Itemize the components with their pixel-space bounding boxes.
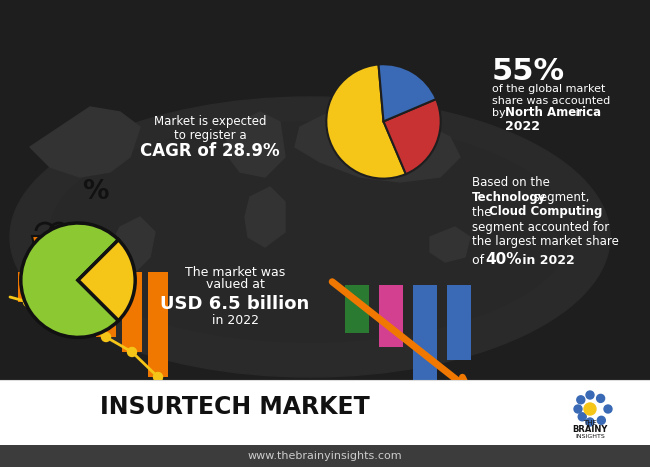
Text: Market is expected: Market is expected bbox=[154, 115, 266, 128]
Polygon shape bbox=[295, 107, 460, 182]
Text: INSURTECH MARKET: INSURTECH MARKET bbox=[100, 395, 370, 419]
Text: segment accounted for: segment accounted for bbox=[472, 220, 609, 234]
Ellipse shape bbox=[50, 122, 570, 342]
Polygon shape bbox=[430, 227, 470, 262]
Text: in 2022: in 2022 bbox=[518, 254, 575, 267]
FancyBboxPatch shape bbox=[0, 380, 650, 467]
Text: valued at: valued at bbox=[205, 278, 265, 291]
Circle shape bbox=[49, 310, 58, 318]
Circle shape bbox=[597, 416, 605, 425]
Text: of the global market: of the global market bbox=[492, 84, 605, 94]
Text: The market was: The market was bbox=[185, 266, 285, 278]
Text: BRAINY: BRAINY bbox=[572, 425, 608, 434]
FancyBboxPatch shape bbox=[447, 285, 471, 360]
Circle shape bbox=[577, 396, 585, 404]
Circle shape bbox=[597, 395, 604, 403]
Wedge shape bbox=[378, 64, 436, 121]
Wedge shape bbox=[384, 99, 441, 174]
Text: in 2022: in 2022 bbox=[211, 313, 259, 326]
Circle shape bbox=[574, 405, 582, 413]
FancyBboxPatch shape bbox=[70, 272, 90, 324]
Text: 2022: 2022 bbox=[505, 120, 540, 134]
Text: by: by bbox=[492, 108, 509, 118]
Circle shape bbox=[23, 297, 32, 306]
Circle shape bbox=[153, 373, 162, 382]
Polygon shape bbox=[110, 217, 155, 272]
FancyBboxPatch shape bbox=[379, 285, 403, 347]
Circle shape bbox=[584, 403, 596, 415]
FancyBboxPatch shape bbox=[148, 272, 168, 377]
Text: CAGR of 28.9%: CAGR of 28.9% bbox=[140, 142, 280, 160]
FancyBboxPatch shape bbox=[345, 285, 369, 333]
Text: Technology: Technology bbox=[472, 191, 547, 204]
Circle shape bbox=[578, 413, 586, 421]
Circle shape bbox=[586, 418, 594, 426]
FancyBboxPatch shape bbox=[44, 272, 64, 314]
Text: the largest market share: the largest market share bbox=[472, 235, 619, 248]
Polygon shape bbox=[245, 187, 285, 247]
Polygon shape bbox=[32, 236, 72, 255]
FancyBboxPatch shape bbox=[96, 272, 116, 337]
Wedge shape bbox=[326, 64, 406, 178]
Text: INSIGHTS: INSIGHTS bbox=[575, 434, 605, 439]
Text: the: the bbox=[472, 205, 495, 219]
FancyBboxPatch shape bbox=[413, 285, 437, 380]
Text: Cloud Computing: Cloud Computing bbox=[489, 205, 603, 219]
Text: Based on the: Based on the bbox=[472, 176, 550, 189]
Text: North America: North America bbox=[505, 106, 601, 120]
Text: share was accounted: share was accounted bbox=[492, 96, 610, 106]
Text: of: of bbox=[472, 254, 488, 267]
Text: USD 6.5 billion: USD 6.5 billion bbox=[161, 295, 309, 313]
Wedge shape bbox=[78, 240, 135, 321]
Text: 40%: 40% bbox=[485, 253, 521, 268]
FancyBboxPatch shape bbox=[122, 272, 142, 352]
Polygon shape bbox=[225, 112, 285, 177]
FancyBboxPatch shape bbox=[0, 445, 650, 467]
Text: to register a: to register a bbox=[174, 128, 246, 142]
Wedge shape bbox=[21, 223, 118, 337]
Circle shape bbox=[101, 333, 111, 341]
Circle shape bbox=[604, 405, 612, 413]
Text: THE: THE bbox=[583, 420, 597, 426]
Text: 55%: 55% bbox=[492, 57, 565, 86]
Ellipse shape bbox=[10, 97, 610, 377]
FancyBboxPatch shape bbox=[18, 272, 38, 302]
Polygon shape bbox=[30, 107, 140, 177]
Circle shape bbox=[75, 319, 84, 328]
Text: in: in bbox=[572, 108, 586, 118]
Text: segment,: segment, bbox=[530, 191, 590, 204]
Circle shape bbox=[586, 391, 594, 399]
Circle shape bbox=[127, 347, 136, 356]
Text: %: % bbox=[82, 179, 109, 205]
Text: www.thebrainyinsights.com: www.thebrainyinsights.com bbox=[248, 451, 402, 461]
